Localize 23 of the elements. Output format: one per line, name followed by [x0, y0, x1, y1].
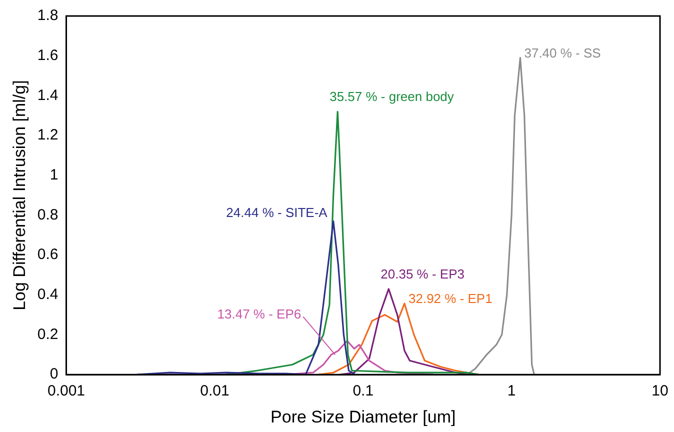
series-label: 35.57 % - green body	[330, 89, 454, 104]
y-tick-label: 1.2	[37, 126, 58, 144]
y-tick-label: 1	[50, 166, 58, 184]
y-tick-label: 0.2	[37, 326, 58, 343]
y-tick-label: 0.6	[37, 246, 58, 264]
y-tick-label: 1.4	[37, 86, 58, 104]
series-label: 37.40 % - SS	[524, 45, 602, 60]
x-tick-label: 10	[652, 382, 668, 400]
y-tick-label: 0.4	[37, 286, 58, 304]
y-tick-label: 1.6	[37, 46, 58, 64]
x-tick-label: 0.01	[200, 382, 230, 400]
series-label: 24.44 % - SITE-A	[226, 204, 328, 220]
x-tick-label: 0.1	[352, 382, 374, 400]
x-tick-label: 1	[507, 382, 516, 400]
series-label: 20.35 % - EP3	[380, 266, 464, 282]
series-label: 32.92 % - EP1	[408, 291, 492, 306]
y-axis-title: Log Differential Intrusion [ml/g]	[10, 80, 29, 310]
x-tick-label: 0.001	[47, 382, 86, 400]
x-axis-title: Pore Size Diameter [um]	[270, 407, 456, 426]
y-tick-label: 0.8	[37, 206, 58, 224]
text: 13.47 % - EP6	[217, 306, 302, 322]
y-tick-label: 0	[50, 366, 58, 383]
y-tick-label: 1.8	[37, 7, 58, 24]
